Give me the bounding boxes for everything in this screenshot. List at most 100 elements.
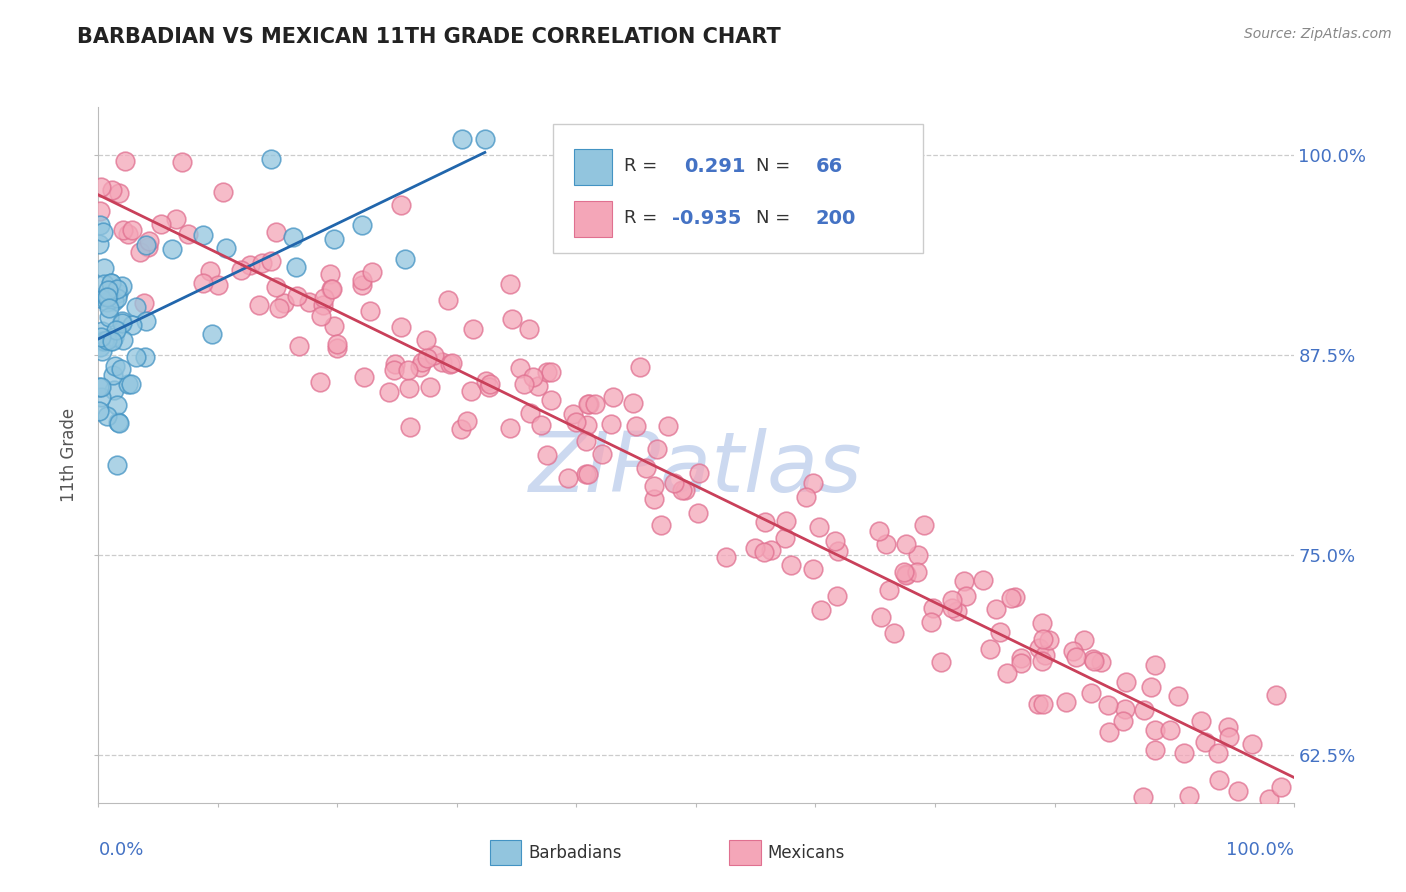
Point — [361, 265, 384, 279]
Point — [98, 301, 121, 315]
Point — [107, 415, 129, 429]
Point — [575, 434, 598, 448]
Point — [557, 471, 579, 485]
Point — [207, 278, 229, 293]
Point — [1208, 746, 1230, 760]
Point — [134, 350, 156, 364]
Point — [673, 483, 696, 498]
Point — [499, 421, 522, 435]
Point — [744, 541, 766, 555]
Point — [540, 393, 562, 408]
Point — [129, 244, 152, 259]
Point — [894, 566, 917, 581]
Point — [411, 355, 433, 369]
Point — [1140, 681, 1163, 695]
Point — [941, 592, 963, 607]
Point — [519, 406, 541, 420]
Point — [111, 333, 134, 347]
Point — [132, 296, 155, 310]
Point — [100, 277, 122, 291]
Point — [176, 227, 198, 241]
Point — [565, 415, 588, 429]
Point — [979, 641, 1001, 656]
Point — [463, 322, 485, 336]
Point — [298, 295, 321, 310]
Point — [101, 334, 124, 348]
Point — [111, 278, 134, 293]
Point — [125, 300, 148, 314]
Point — [391, 320, 413, 334]
Point — [120, 377, 142, 392]
Point — [90, 334, 112, 349]
Text: 100.0%: 100.0% — [1226, 841, 1294, 859]
Point — [117, 227, 139, 242]
Point — [283, 230, 305, 244]
Point — [1031, 615, 1053, 630]
FancyBboxPatch shape — [730, 840, 761, 865]
Point — [359, 303, 381, 318]
Point — [415, 333, 437, 347]
Point — [662, 475, 685, 490]
FancyBboxPatch shape — [574, 201, 613, 237]
Point — [1028, 640, 1050, 655]
Point — [441, 356, 464, 370]
Point — [1194, 735, 1216, 749]
Point — [260, 153, 283, 167]
Point — [585, 397, 607, 411]
Point — [530, 417, 553, 432]
Point — [160, 242, 183, 256]
Point — [103, 293, 125, 308]
Point — [105, 282, 128, 296]
Point — [905, 565, 928, 579]
Point — [382, 363, 405, 377]
Point — [1083, 651, 1105, 665]
Point — [165, 212, 187, 227]
Point — [501, 312, 523, 326]
Point — [101, 368, 124, 382]
Point — [87, 291, 110, 305]
Point — [643, 478, 665, 492]
Point — [1032, 632, 1054, 647]
Point — [509, 361, 531, 376]
Point — [98, 310, 121, 324]
Point — [575, 467, 598, 481]
Point — [479, 376, 502, 391]
Point — [946, 604, 969, 618]
Point — [231, 263, 253, 277]
Point — [1265, 689, 1288, 703]
Point — [201, 326, 224, 341]
Point — [657, 418, 679, 433]
Point — [432, 354, 454, 368]
Point — [1090, 655, 1112, 669]
Point — [941, 601, 963, 615]
Point — [1177, 789, 1199, 803]
Point — [955, 590, 977, 604]
Point — [284, 260, 307, 274]
Point — [1010, 656, 1032, 670]
Point — [350, 273, 373, 287]
Point — [536, 366, 558, 380]
Point — [91, 344, 114, 359]
Point — [794, 491, 817, 505]
Point — [972, 573, 994, 587]
Point — [986, 602, 1008, 616]
Point — [626, 419, 648, 434]
Point — [136, 240, 159, 254]
Point — [105, 458, 128, 473]
Point — [273, 296, 295, 310]
Point — [578, 397, 600, 411]
Point — [997, 666, 1019, 681]
Point — [90, 330, 112, 344]
Point — [105, 398, 128, 412]
Point — [894, 568, 917, 582]
Point — [920, 615, 942, 629]
Point — [409, 360, 432, 375]
Point — [1143, 723, 1166, 737]
Point — [96, 290, 118, 304]
Text: N =: N = — [756, 210, 790, 227]
Y-axis label: 11th Grade: 11th Grade — [60, 408, 79, 502]
Point — [150, 217, 173, 231]
Point — [576, 418, 599, 433]
Point — [93, 261, 115, 276]
Point — [825, 590, 848, 604]
